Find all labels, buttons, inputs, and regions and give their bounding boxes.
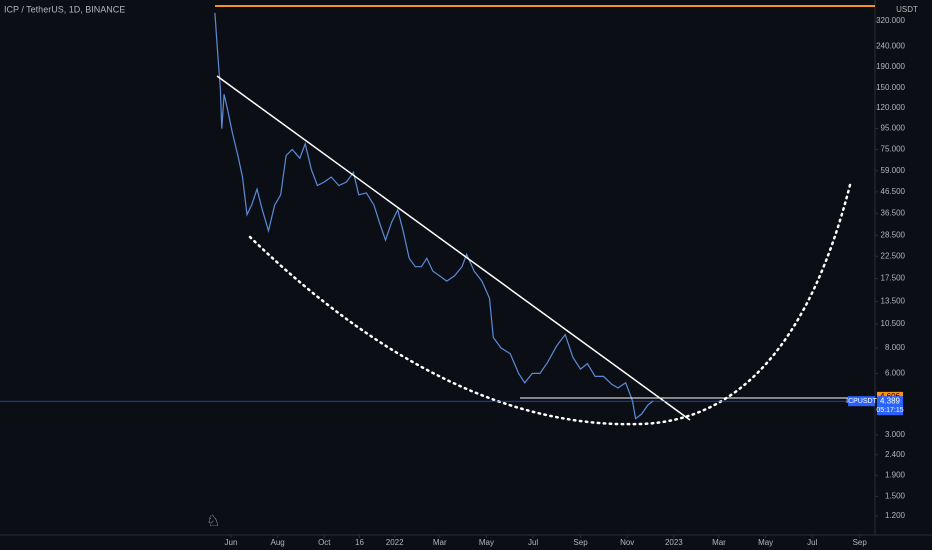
dotted-curve [248, 183, 852, 426]
y-tick-label: 46.500 [881, 187, 906, 196]
y-tick-label: 150.000 [876, 83, 905, 92]
countdown-label: 05:17:15 [876, 407, 903, 414]
y-tick-label: 13.500 [881, 297, 906, 306]
chart-title: ICP / TetherUS, 1D, BINANCE [4, 4, 125, 14]
y-tick-label: 1.900 [885, 471, 906, 480]
x-tick-label: Oct [318, 538, 331, 547]
symbol-label: ICPUSDT [846, 398, 877, 405]
symbol-box [848, 396, 875, 407]
price-line [214, 12, 654, 420]
plot-area [214, 12, 654, 420]
y-tick-label: 1.200 [885, 511, 906, 520]
y-tick-label: 28.500 [881, 230, 906, 239]
x-tick-label: 2022 [386, 538, 404, 547]
x-tick-label: Sep [853, 538, 868, 547]
y-tick-label: 120.000 [876, 103, 905, 112]
y-tick-label: 22.500 [881, 251, 906, 260]
x-tick-label: Mar [712, 538, 726, 547]
y-tick-label: 17.500 [881, 274, 906, 283]
y-tick-label: 320.000 [876, 16, 905, 25]
y-tick-label: 1.500 [885, 491, 906, 500]
x-tick-label: Jul [528, 538, 538, 547]
logo-icon: ♘ [206, 513, 220, 530]
last-price-label: 4.389 [880, 396, 901, 405]
y-tick-label: 59.000 [881, 166, 906, 175]
y-tick-label: 240.000 [876, 42, 905, 51]
y-tick-label: 75.000 [881, 145, 906, 154]
y-tick-label: 8.000 [885, 343, 906, 352]
x-tick-label: Sep [573, 538, 588, 547]
x-tick-label: 16 [355, 538, 364, 547]
unit-label: USDT [896, 5, 918, 14]
x-tick-label: May [479, 538, 494, 547]
y-tick-label: 6.000 [885, 369, 906, 378]
y-tick-label: 95.000 [881, 124, 906, 133]
x-tick-label: Nov [620, 538, 634, 547]
y-tick-label: 10.500 [881, 319, 906, 328]
y-tick-label: 3.000 [885, 430, 906, 439]
trend-line [216, 75, 691, 421]
x-tick-label: Jul [807, 538, 817, 547]
x-tick-label: 2023 [665, 538, 683, 547]
y-tick-label: 190.000 [876, 62, 905, 71]
y-tick-label: 2.400 [885, 450, 906, 459]
x-tick-label: May [758, 538, 773, 547]
last-price-box [877, 396, 903, 416]
x-tick-label: Aug [271, 538, 285, 547]
y-tick-label: 36.500 [881, 208, 906, 217]
x-tick-label: Mar [433, 538, 447, 547]
x-tick-label: Jun [225, 538, 238, 547]
